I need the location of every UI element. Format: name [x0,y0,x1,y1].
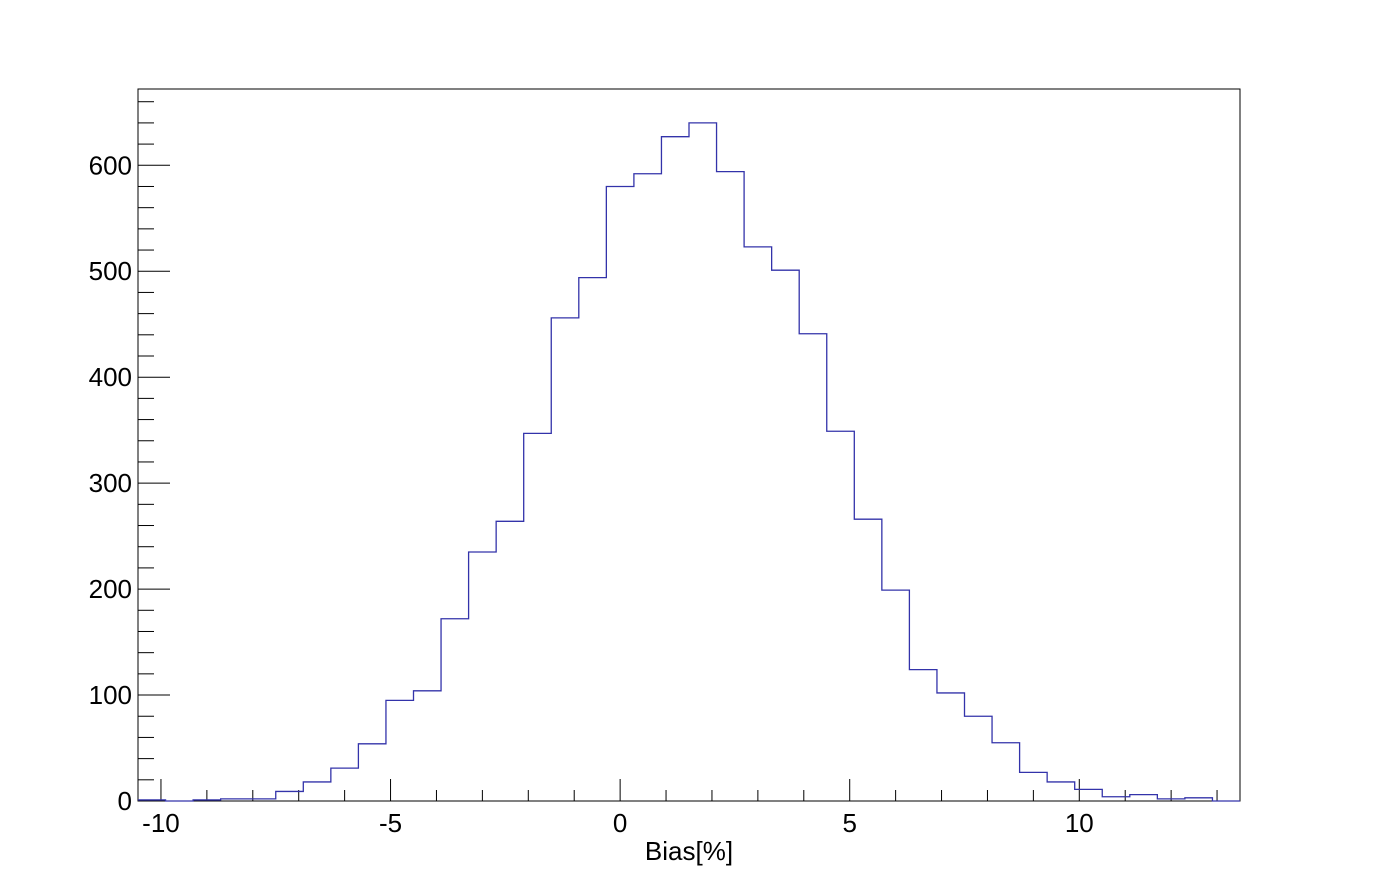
x-tick-label: 0 [613,808,627,838]
y-tick-label: 500 [89,256,132,286]
x-tick-label: 5 [842,808,856,838]
y-tick-label: 0 [118,786,132,816]
plot-frame [137,88,1241,802]
x-axis-title: Bias[%] [645,836,733,866]
y-tick-label: 600 [89,150,132,180]
y-tick-label: 100 [89,680,132,710]
y-tick-label: 300 [89,468,132,498]
x-tick-label: -10 [142,808,180,838]
y-tick-label: 200 [89,574,132,604]
y-axis-tick-labels: 0 100 200 300 400 500 600 [89,150,132,816]
x-tick-label: -5 [379,808,402,838]
x-axis-tick-labels: -10 -5 0 5 10 [142,808,1094,838]
y-tick-label: 400 [89,362,132,392]
y-axis-ticks [138,101,170,802]
histogram-series-line [138,122,1240,802]
x-tick-label: 10 [1065,808,1094,838]
